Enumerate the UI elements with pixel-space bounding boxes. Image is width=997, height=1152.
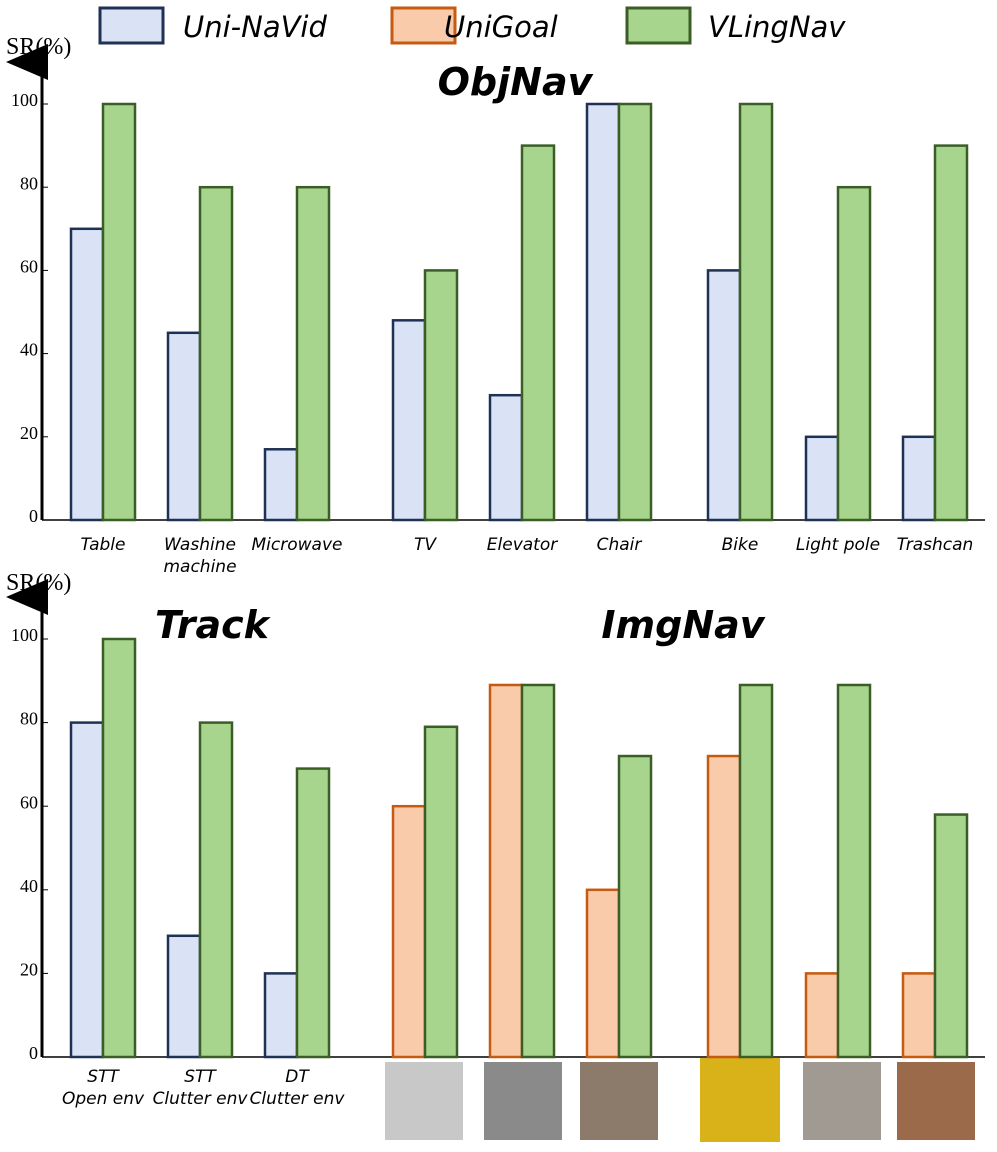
y-tick-label: 60 xyxy=(20,792,38,812)
bar xyxy=(738,102,774,522)
bar xyxy=(391,319,427,522)
bar xyxy=(423,725,459,1059)
y-tick-label: 40 xyxy=(20,876,38,896)
bar xyxy=(295,185,331,522)
bar xyxy=(585,102,621,522)
bar xyxy=(901,435,937,522)
bar xyxy=(391,804,427,1059)
panel-title: ImgNav xyxy=(601,603,765,647)
y-axis-label: SR(%) xyxy=(6,570,71,596)
bar xyxy=(198,721,234,1059)
bar xyxy=(263,972,299,1059)
y-tick-label: 80 xyxy=(20,173,38,193)
legend-label: Uni-NaVid xyxy=(183,10,327,44)
x-tick-label: Trashcan xyxy=(897,535,974,555)
x-tick-label: STT Clutter env xyxy=(153,1067,249,1109)
x-tick-label: Microwave xyxy=(252,535,343,555)
bar xyxy=(933,144,969,522)
bar xyxy=(488,393,524,522)
legend-label: VLingNav xyxy=(708,10,846,44)
y-tick-label: 20 xyxy=(20,960,38,980)
photo-thumbnails xyxy=(385,1058,975,1142)
y-tick-label: 60 xyxy=(20,257,38,277)
x-tick-label: Light pole xyxy=(796,535,880,555)
bar xyxy=(617,754,653,1059)
bar xyxy=(101,102,137,522)
y-axis-label: SR(%) xyxy=(6,34,71,60)
bar xyxy=(804,435,840,522)
x-tick-label: Washine machine xyxy=(163,535,236,577)
bar xyxy=(423,269,459,522)
legend-swatch xyxy=(625,6,692,45)
legend-swatch xyxy=(390,6,457,45)
bar xyxy=(836,185,872,522)
y-tick-label: 0 xyxy=(29,506,38,526)
bar xyxy=(738,683,774,1059)
bar xyxy=(69,227,105,522)
x-tick-label: TV xyxy=(414,535,437,555)
x-tick-label: Bike xyxy=(722,535,759,555)
chart-title: ObjNav xyxy=(438,60,594,104)
bar xyxy=(617,102,653,522)
bar xyxy=(101,637,137,1059)
y-tick-label: 100 xyxy=(11,90,38,110)
bar xyxy=(520,683,556,1059)
x-tick-label: Elevator xyxy=(487,535,558,555)
bar xyxy=(69,721,105,1059)
bar xyxy=(901,972,937,1059)
bar xyxy=(520,144,556,522)
bar xyxy=(706,269,742,522)
y-tick-label: 20 xyxy=(20,423,38,443)
bar xyxy=(263,448,299,522)
panel-title: Track xyxy=(155,603,272,647)
bar xyxy=(198,185,234,522)
bar xyxy=(488,683,524,1059)
x-tick-label: STT Open env xyxy=(62,1067,145,1109)
legend-label: UniGoal xyxy=(444,10,558,44)
y-tick-label: 100 xyxy=(11,625,38,645)
x-tick-label: DT Clutter env xyxy=(250,1067,346,1109)
y-tick-label: 40 xyxy=(20,340,38,360)
bar xyxy=(836,683,872,1059)
y-tick-label: 0 xyxy=(29,1043,38,1063)
bar xyxy=(706,754,742,1059)
bar xyxy=(166,934,202,1059)
bar xyxy=(166,331,202,522)
bar xyxy=(295,767,331,1059)
x-tick-label: Chair xyxy=(597,535,643,555)
x-tick-label: Table xyxy=(81,535,126,555)
y-tick-label: 80 xyxy=(20,709,38,729)
bar xyxy=(933,813,969,1059)
bar xyxy=(585,888,621,1059)
bar xyxy=(804,972,840,1059)
legend-swatch xyxy=(98,6,165,45)
